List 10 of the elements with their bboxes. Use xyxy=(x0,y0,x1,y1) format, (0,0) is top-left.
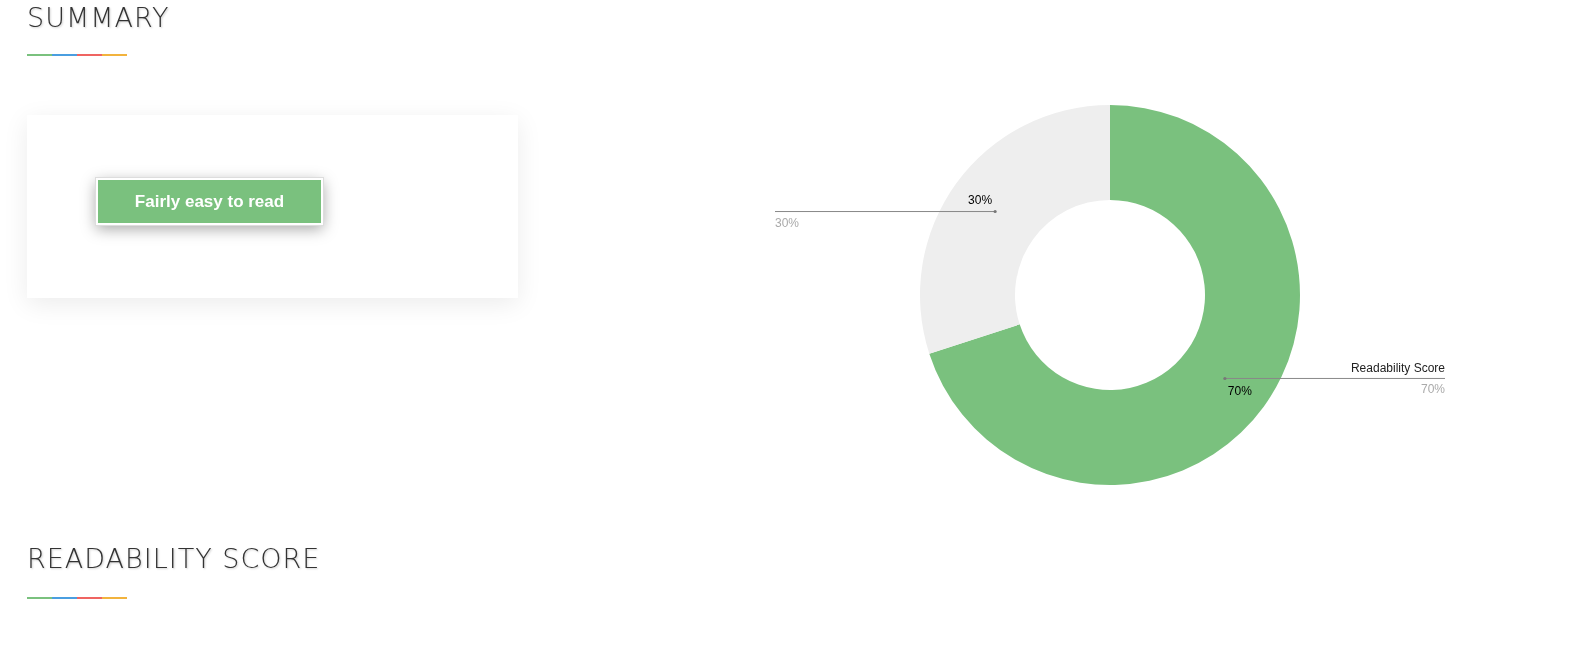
data-label: 30% xyxy=(968,192,993,207)
text: 30% xyxy=(775,215,800,230)
donut-slice xyxy=(929,105,1300,485)
data-label: 70% xyxy=(1227,384,1253,399)
donut-slice xyxy=(920,105,1110,354)
text: Fairly easy to read xyxy=(96,178,323,225)
text: SUMMARY xyxy=(27,2,170,33)
text: READABILITY SCORE xyxy=(27,543,321,574)
text: 70% xyxy=(1420,382,1445,397)
slice-label: Readability Score xyxy=(1350,361,1446,376)
